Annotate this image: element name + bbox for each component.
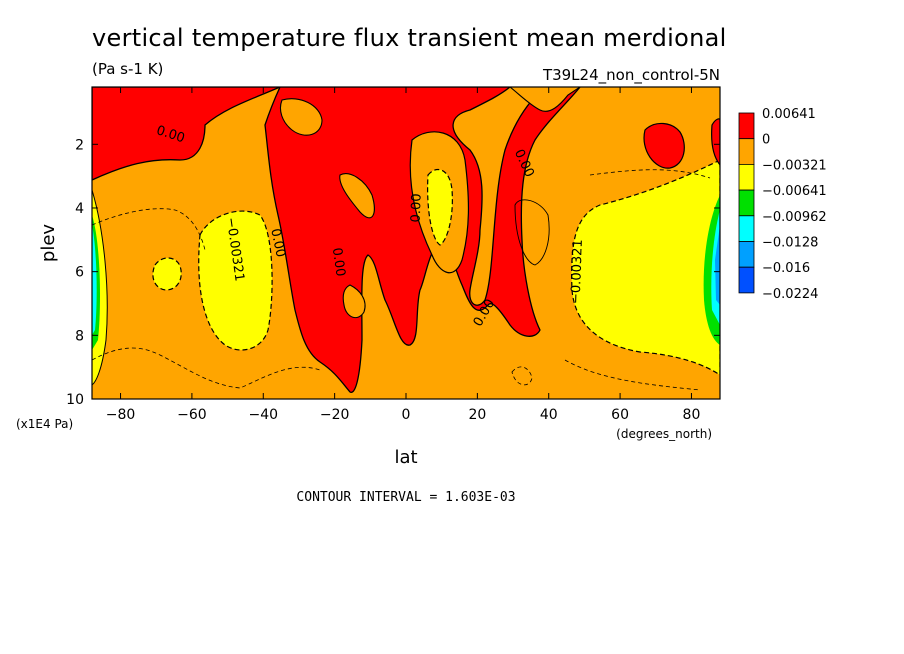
colorbar-swatch <box>738 112 755 140</box>
contour-line-2 <box>92 347 321 389</box>
contour-line-1 <box>514 199 550 266</box>
colorbar-swatch <box>738 215 755 242</box>
colorbar-swatch <box>738 266 755 294</box>
x-tick-label: −40 <box>248 407 278 423</box>
x-tick-label: 60 <box>611 407 629 423</box>
x-tick-label: 40 <box>540 407 558 423</box>
contour-label: −0.00321 <box>569 239 586 304</box>
field-red-northwest <box>92 87 281 181</box>
field-red-central <box>264 87 581 393</box>
x-tick-label: −20 <box>320 407 350 423</box>
x-axis-label: lat <box>394 447 417 468</box>
y-tick-label: 6 <box>75 265 84 281</box>
field-left-edge-cyan <box>92 225 97 335</box>
contour-label: 0.00 <box>409 193 425 222</box>
colorbar-label: 0 <box>762 133 770 148</box>
colorbar-label: −0.00641 <box>762 184 827 199</box>
field-yellow-equator <box>427 168 453 246</box>
x-tick-label: 0 <box>402 407 411 423</box>
y-axis-ticks: 2 4 6 8 10 <box>66 137 720 408</box>
colorbar: 0.00641 0 −0.00321 −0.00641 −0.00962 −0.0128 −… <box>738 107 827 302</box>
y-tick-label: 10 <box>66 392 84 408</box>
x-axis-ticks: −80 −60 −40 −20 0 20 40 60 80 <box>106 87 701 423</box>
colorbar-label: −0.00321 <box>762 158 827 173</box>
y-axis-label: plev <box>38 224 59 263</box>
field-yellow-island <box>152 257 182 291</box>
y-axis-units: (x1E4 Pa) <box>16 417 73 431</box>
y-tick-label: 2 <box>75 137 84 153</box>
colorbar-label: −0.0224 <box>762 287 818 302</box>
field-orange-island-2 <box>339 173 375 219</box>
plot-area <box>92 87 720 399</box>
colorbar-label: −0.0128 <box>762 236 818 251</box>
y-tick-label: 4 <box>75 201 84 217</box>
contour-line-6 <box>511 366 533 386</box>
colorbar-label: −0.00962 <box>762 210 827 225</box>
colorbar-swatch <box>738 138 755 165</box>
colorbar-swatch <box>738 189 755 217</box>
contour-line-5 <box>564 359 701 391</box>
colorbar-label: −0.016 <box>762 261 810 276</box>
x-tick-label: 20 <box>468 407 486 423</box>
field-red-northeast <box>643 122 685 169</box>
field-red-northeast-edge <box>711 118 720 166</box>
x-tick-label: −60 <box>177 407 207 423</box>
field-orange-island-4 <box>509 87 581 112</box>
field-right-edge-blue <box>715 225 720 305</box>
contour-line-4 <box>589 169 711 179</box>
field-yellow-blob-south <box>198 210 273 351</box>
x-tick-label: −80 <box>106 407 136 423</box>
contour-label: 0.00 <box>267 227 288 258</box>
field-orange-island-3 <box>342 284 366 319</box>
colorbar-swatch <box>738 163 755 191</box>
x-tick-label: 80 <box>683 407 701 423</box>
contour-label: 0.00 <box>329 247 348 278</box>
field-right-yellow <box>571 159 720 376</box>
colorbar-label: 0.00641 <box>762 107 816 122</box>
x-axis-units: (degrees_north) <box>616 427 712 441</box>
chart-title: vertical temperature flux transient mean… <box>92 24 727 52</box>
y-tick-label: 8 <box>75 328 84 344</box>
contour-line-3 <box>92 208 206 251</box>
colorbar-swatch <box>738 241 755 268</box>
field-orange-island-1 <box>279 98 323 136</box>
chart-run-name: T39L24_non_control-5N <box>542 66 720 85</box>
contour-interval-note: CONTOUR INTERVAL = 1.603E-03 <box>296 490 515 505</box>
chart-units: (Pa s-1 K) <box>92 60 163 78</box>
